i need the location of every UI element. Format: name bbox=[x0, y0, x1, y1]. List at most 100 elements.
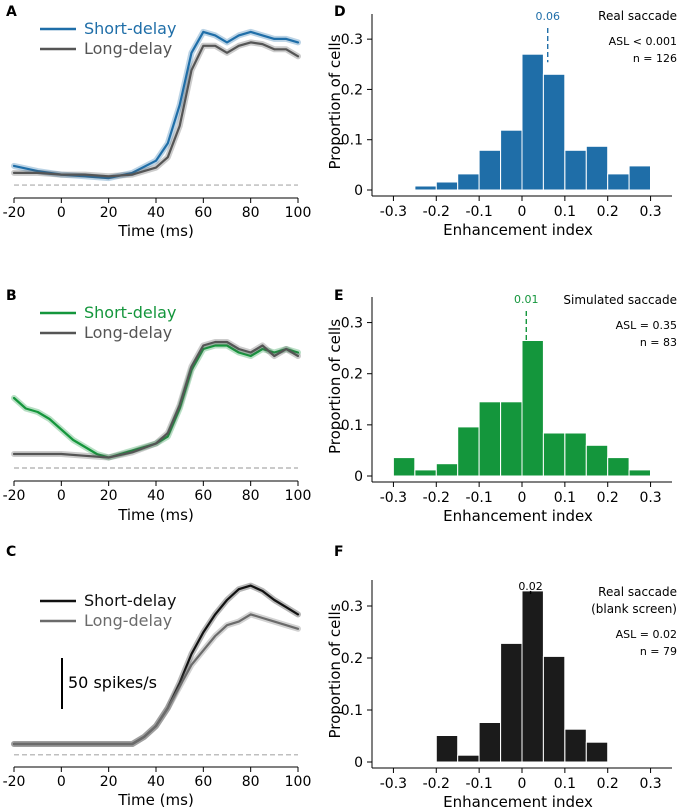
x-tick-label: -0.2 bbox=[423, 204, 450, 220]
x-tick-label: 100 bbox=[285, 774, 312, 790]
x-tick-label: 60 bbox=[194, 205, 212, 221]
series-band-long-delay bbox=[11, 339, 301, 461]
histogram-bar bbox=[478, 401, 502, 477]
annotation-line: ASL < 0.001 bbox=[609, 35, 677, 48]
panel-label: D bbox=[334, 4, 346, 20]
x-tick-label: -0.3 bbox=[380, 204, 407, 220]
panel-a: A -20 0 20 40 60 80 100 Time (ms) Short-delayLong… bbox=[3, 4, 312, 240]
histogram-bar bbox=[628, 165, 651, 191]
x-tick-label: 0 bbox=[57, 774, 66, 790]
annotation-line: n = 79 bbox=[640, 645, 677, 658]
x-tick-label: -0.1 bbox=[465, 204, 492, 220]
histogram-bar bbox=[607, 457, 630, 477]
y-tick-label: 0 bbox=[354, 183, 363, 199]
x-tick-label: 20 bbox=[100, 488, 118, 504]
histogram-bar bbox=[457, 754, 480, 763]
histogram-bar bbox=[564, 149, 587, 191]
histogram-bar bbox=[435, 735, 459, 763]
x-tick-label: -0.3 bbox=[380, 490, 407, 506]
histogram-bar bbox=[435, 181, 459, 191]
series-line-long-delay bbox=[12, 41, 300, 178]
x-tick-label: 40 bbox=[147, 774, 165, 790]
series-line-long-delay bbox=[12, 340, 300, 459]
histogram-bar bbox=[392, 457, 416, 477]
histogram-bar bbox=[542, 73, 566, 191]
histogram-bar bbox=[521, 340, 544, 477]
histogram-bar bbox=[564, 728, 587, 763]
series-line-long-delay bbox=[12, 613, 300, 746]
panel-c: C -20 0 20 40 60 80 100 Time (ms) Short-delayLong… bbox=[3, 544, 312, 809]
x-tick-label: 0.1 bbox=[554, 776, 576, 792]
x-tick-label: 0 bbox=[518, 490, 527, 506]
histogram-bar bbox=[478, 149, 502, 191]
scale-bar-label: 50 spikes/s bbox=[68, 673, 157, 692]
panel-d: D 0 0.1 0.2 0.3 -0.3 -0.2 -0.1 0 0.1 0.2 0.3 Enhance… bbox=[326, 4, 677, 239]
panel-f: F 0 0.1 0.2 0.3 -0.3 -0.2 -0.1 0 0.1 0.2 0.3 Enhance… bbox=[326, 544, 677, 809]
panel-label: F bbox=[334, 544, 344, 560]
annotation-line: ASL = 0.02 bbox=[616, 628, 677, 641]
y-tick-label: 0.3 bbox=[341, 32, 363, 48]
histogram-bar bbox=[478, 722, 502, 763]
histogram-bar bbox=[542, 655, 566, 763]
y-tick-label: 0.1 bbox=[341, 703, 363, 719]
annotation-line: Real saccade bbox=[598, 9, 677, 23]
x-tick-label: 60 bbox=[194, 488, 212, 504]
histogram-bar bbox=[628, 469, 651, 477]
histogram-bar bbox=[500, 401, 523, 477]
legend-label: Short-delay bbox=[84, 303, 176, 322]
panel-b: B -20 0 20 40 60 80 100 Time (ms) Short-delayLong… bbox=[3, 288, 312, 524]
annotation-line: n = 83 bbox=[640, 336, 677, 349]
y-tick-label: 0.2 bbox=[341, 82, 363, 98]
histogram-bar bbox=[585, 145, 609, 191]
x-tick-label: -0.2 bbox=[423, 490, 450, 506]
x-tick-label: -0.2 bbox=[423, 776, 450, 792]
x-tick-label: 60 bbox=[194, 774, 212, 790]
x-axis-label: Enhancement index bbox=[443, 793, 593, 809]
panel-label: C bbox=[6, 544, 16, 560]
y-tick-label: 0.2 bbox=[341, 651, 363, 667]
x-tick-label: -0.1 bbox=[465, 776, 492, 792]
x-tick-label: 0.2 bbox=[597, 776, 619, 792]
x-tick-label: 20 bbox=[100, 774, 118, 790]
legend-label: Long-delay bbox=[84, 611, 172, 630]
annotation-line: (blank screen) bbox=[591, 602, 677, 616]
x-tick-label: -20 bbox=[3, 774, 26, 790]
histogram-bar bbox=[500, 642, 523, 763]
histogram-bar bbox=[521, 590, 544, 763]
x-tick-label: -20 bbox=[3, 205, 26, 221]
x-tick-label: 80 bbox=[242, 774, 260, 790]
annotation-line: ASL = 0.35 bbox=[616, 319, 677, 332]
x-tick-label: 0.1 bbox=[554, 204, 576, 220]
histogram-bar bbox=[585, 444, 609, 477]
x-tick-label: -20 bbox=[3, 488, 26, 504]
histogram-bar bbox=[585, 741, 609, 763]
legend-label: Long-delay bbox=[84, 39, 172, 58]
x-tick-label: 0.1 bbox=[554, 490, 576, 506]
histogram-bar bbox=[500, 129, 523, 191]
histogram-bar bbox=[457, 173, 480, 191]
x-tick-label: 100 bbox=[285, 488, 312, 504]
panel-label: A bbox=[6, 4, 17, 20]
histogram-bar bbox=[607, 173, 630, 191]
x-tick-label: 80 bbox=[242, 205, 260, 221]
legend-label: Long-delay bbox=[84, 323, 172, 342]
x-axis-label: Time (ms) bbox=[117, 506, 194, 524]
y-tick-label: 0.3 bbox=[341, 316, 363, 332]
x-tick-label: 80 bbox=[242, 488, 260, 504]
x-axis-label: Enhancement index bbox=[443, 221, 593, 239]
histogram-bar bbox=[435, 463, 459, 477]
x-tick-label: -0.1 bbox=[465, 490, 492, 506]
y-axis-label: Proportion of cells bbox=[326, 319, 344, 454]
annotation-line: Simulated saccade bbox=[563, 293, 677, 307]
histogram-bar bbox=[564, 432, 587, 477]
x-tick-label: 0.3 bbox=[639, 204, 661, 220]
x-tick-label: 0 bbox=[57, 488, 66, 504]
x-tick-label: 20 bbox=[100, 205, 118, 221]
y-tick-label: 0.2 bbox=[341, 367, 363, 383]
y-axis-label: Proportion of cells bbox=[326, 603, 344, 738]
histogram-bar bbox=[457, 426, 480, 477]
x-tick-label: 40 bbox=[147, 488, 165, 504]
x-tick-label: 0.2 bbox=[597, 204, 619, 220]
y-axis-label: Proportion of cells bbox=[326, 34, 344, 169]
